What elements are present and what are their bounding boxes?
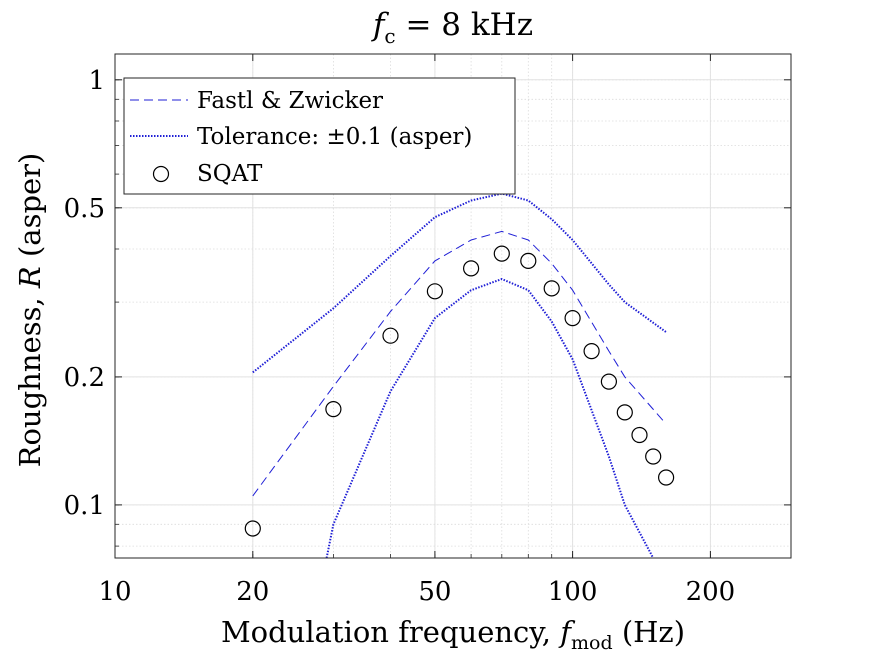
fastl-zwicker-line xyxy=(252,230,667,497)
x-axis-label: Modulation frequency, fmod (Hz) xyxy=(221,615,685,654)
sqat-data-point xyxy=(426,283,443,300)
legend-swatch-circle xyxy=(152,165,170,183)
sqat-data-point xyxy=(520,252,537,269)
x-tick-label: 20 xyxy=(236,577,269,607)
sqat-data-point xyxy=(616,404,633,421)
tick-labels: 10 20 50 100 200 0.1 0.2 0.5 1 xyxy=(64,66,736,607)
y-tick-label: 0.5 xyxy=(64,194,105,224)
y-axis-label: Roughness, R (asper) xyxy=(13,153,47,468)
sqat-data-point xyxy=(493,245,510,262)
chart-title: fc = 8 kHz xyxy=(371,7,533,48)
sqat-data-point xyxy=(564,310,581,327)
sqat-data-point xyxy=(645,448,662,465)
legend: Fastl & Zwicker Tolerance: ±0.1 (asper) … xyxy=(123,77,516,195)
sqat-data-point xyxy=(244,520,261,537)
sqat-data-point xyxy=(463,260,480,277)
sqat-data-point xyxy=(382,327,399,344)
legend-box xyxy=(123,77,516,195)
sqat-data-point xyxy=(600,373,618,390)
legend-label-tolerance: Tolerance: ±0.1 (asper) xyxy=(197,124,472,150)
tolerance-line xyxy=(252,192,667,374)
y-tick-label: 1 xyxy=(88,66,105,96)
x-tick-label: 10 xyxy=(98,577,131,607)
axes-box xyxy=(114,53,792,559)
tolerance-line xyxy=(325,277,655,558)
ticks xyxy=(114,54,792,558)
x-tick-label: 100 xyxy=(548,577,598,607)
y-tick-label: 0.2 xyxy=(64,363,105,393)
sqat-data-point xyxy=(543,280,560,297)
sqat-data-point xyxy=(583,343,600,360)
x-tick-label: 50 xyxy=(418,577,451,607)
sqat-data-point xyxy=(657,469,675,486)
series-layer xyxy=(244,192,675,558)
legend-label-sqat: SQAT xyxy=(197,161,263,187)
x-tick-label: 200 xyxy=(686,577,736,607)
sqat-data-point xyxy=(631,426,648,444)
y-tick-label: 0.1 xyxy=(64,491,105,521)
legend-label-fastl: Fastl & Zwicker xyxy=(197,88,383,114)
sqat-data-point xyxy=(325,401,342,418)
